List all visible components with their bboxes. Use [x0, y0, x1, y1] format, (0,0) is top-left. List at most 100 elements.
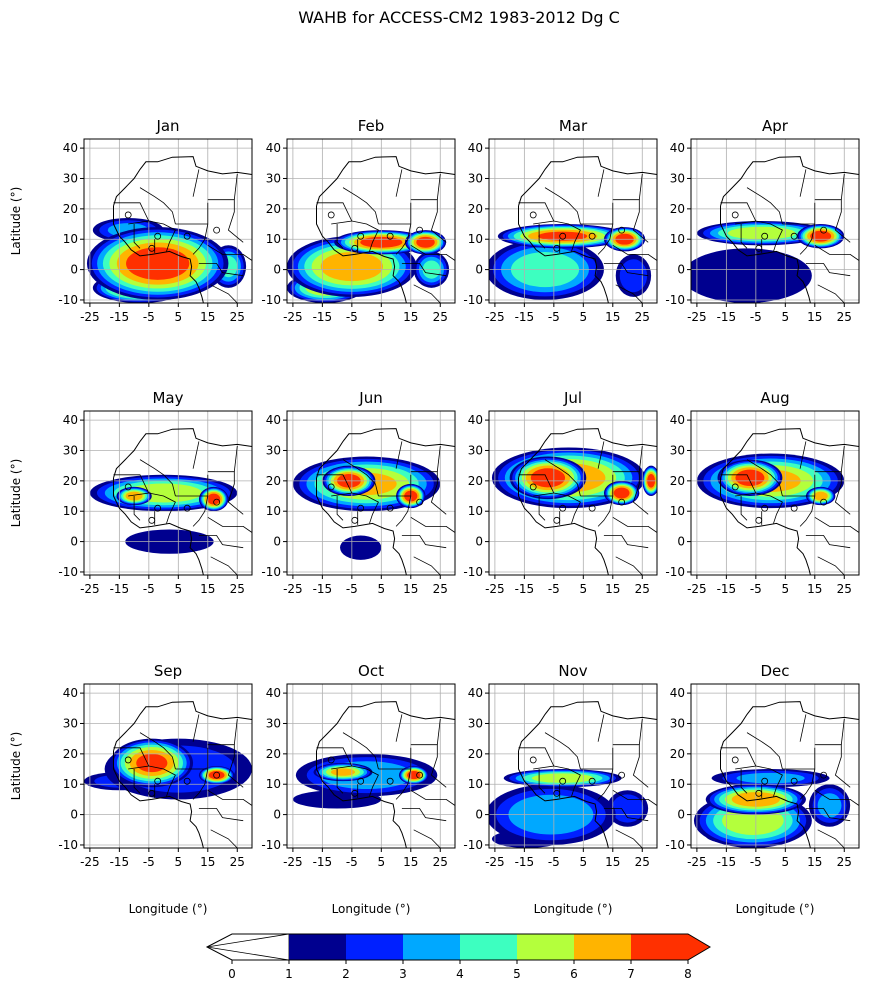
x-axis-label: Longitude (°)	[736, 902, 815, 916]
lake-outline	[213, 498, 221, 506]
lake-outline	[351, 789, 359, 797]
lake-outline	[213, 771, 221, 779]
lake-outline	[386, 777, 394, 785]
country-border	[192, 441, 200, 469]
y-tick-label: 30	[468, 443, 483, 457]
lake-outline	[559, 777, 567, 785]
x-tick-label: 5	[174, 310, 182, 324]
country-border	[342, 187, 379, 225]
lake-outline	[618, 498, 626, 506]
x-tick-label: 25	[635, 310, 650, 324]
coastline	[316, 156, 455, 206]
y-tick-label: 40	[468, 141, 483, 155]
country-border	[233, 173, 238, 200]
y-tick-label: 0	[273, 263, 281, 277]
coastline	[316, 428, 455, 478]
x-tick-label: 25	[230, 310, 245, 324]
y-axis-label: Latitude (°)	[9, 187, 23, 256]
coastline	[113, 477, 204, 575]
lake-outline	[790, 232, 798, 240]
country-border	[210, 556, 238, 575]
panel-apr: Apr -25 -15 -5 5 15 25 -10 0 10 20 30 40	[665, 117, 860, 324]
country-border	[207, 244, 252, 261]
country-border	[597, 223, 614, 255]
country-border	[436, 173, 441, 200]
panel-title: Apr	[762, 117, 789, 135]
lake-outline	[618, 771, 626, 779]
country-border	[597, 169, 605, 197]
y-tick-label: -10	[261, 565, 281, 579]
coastline	[113, 156, 252, 206]
contour-blob	[736, 772, 805, 784]
colorbar-tick-label: 2	[342, 967, 350, 981]
y-tick-label: 40	[670, 141, 685, 155]
country-border	[207, 471, 244, 515]
x-tick-label: 15	[605, 310, 620, 324]
country-border	[413, 829, 441, 848]
country-border	[133, 769, 141, 794]
lake-outline	[755, 789, 763, 797]
x-tick-label: -15	[110, 855, 130, 869]
x-tick-label: 25	[433, 855, 448, 869]
y-tick-label: 0	[273, 535, 281, 549]
panel-plot-area	[691, 411, 859, 575]
y-tick-label: 20	[63, 202, 78, 216]
panel-title: Dec	[760, 662, 789, 680]
y-tick-label: 30	[266, 716, 281, 730]
x-tick-label: -5	[346, 582, 358, 596]
coastline	[518, 428, 657, 478]
x-tick-label: 5	[579, 855, 587, 869]
country-border	[210, 284, 238, 303]
country-border	[336, 769, 344, 794]
colorbar-tick-label: 1	[285, 967, 293, 981]
country-border	[401, 263, 447, 277]
country-border	[814, 744, 851, 788]
country-border	[612, 199, 649, 243]
country-border	[192, 714, 200, 742]
x-tick-label: -25	[283, 855, 303, 869]
country-border	[198, 263, 244, 277]
country-border	[395, 441, 403, 469]
panel-jul: Jul -25 -15 -5 5 15 25 -10 0 10 20 30 40	[463, 389, 658, 596]
colorbar-tick-label: 3	[399, 967, 407, 981]
lake-outline	[761, 777, 769, 785]
country-border	[740, 496, 748, 521]
y-tick-label: 30	[63, 443, 78, 457]
colorbar-segment	[517, 934, 575, 960]
y-tick-label: 40	[670, 686, 685, 700]
country-border	[603, 263, 649, 277]
country-border	[612, 744, 649, 788]
x-tick-label: 25	[837, 310, 852, 324]
lake-outline	[148, 516, 156, 524]
x-tick-label: 25	[837, 582, 852, 596]
x-tick-label: 5	[579, 582, 587, 596]
country-border	[148, 220, 176, 252]
coastline	[518, 477, 609, 575]
panel-plot-area	[84, 139, 252, 303]
country-border	[113, 474, 150, 497]
y-tick-label: 30	[266, 443, 281, 457]
panel-title: Sep	[154, 662, 182, 680]
panel-frame	[690, 138, 860, 304]
y-tick-label: 30	[468, 171, 483, 185]
contour-blob	[208, 771, 225, 780]
coastline	[316, 750, 407, 848]
contour-blob	[330, 768, 356, 776]
country-border	[139, 187, 176, 225]
y-tick-label: 40	[63, 686, 78, 700]
country-border	[538, 769, 546, 794]
x-tick-label: 15	[807, 855, 822, 869]
y-tick-label: 40	[468, 413, 483, 427]
lake-outline	[124, 756, 132, 764]
x-tick-label: -5	[143, 855, 155, 869]
lake-outline	[761, 232, 769, 240]
lake-outline	[416, 771, 424, 779]
country-border	[597, 495, 614, 527]
figure-title: WAHB for ACCESS-CM2 1983-2012 Dg C	[298, 8, 620, 27]
contour-blob	[813, 491, 828, 501]
x-tick-label: 5	[781, 582, 789, 596]
y-tick-label: 10	[670, 504, 685, 518]
country-border	[410, 516, 455, 533]
lake-outline	[529, 483, 537, 491]
country-border	[638, 718, 643, 745]
